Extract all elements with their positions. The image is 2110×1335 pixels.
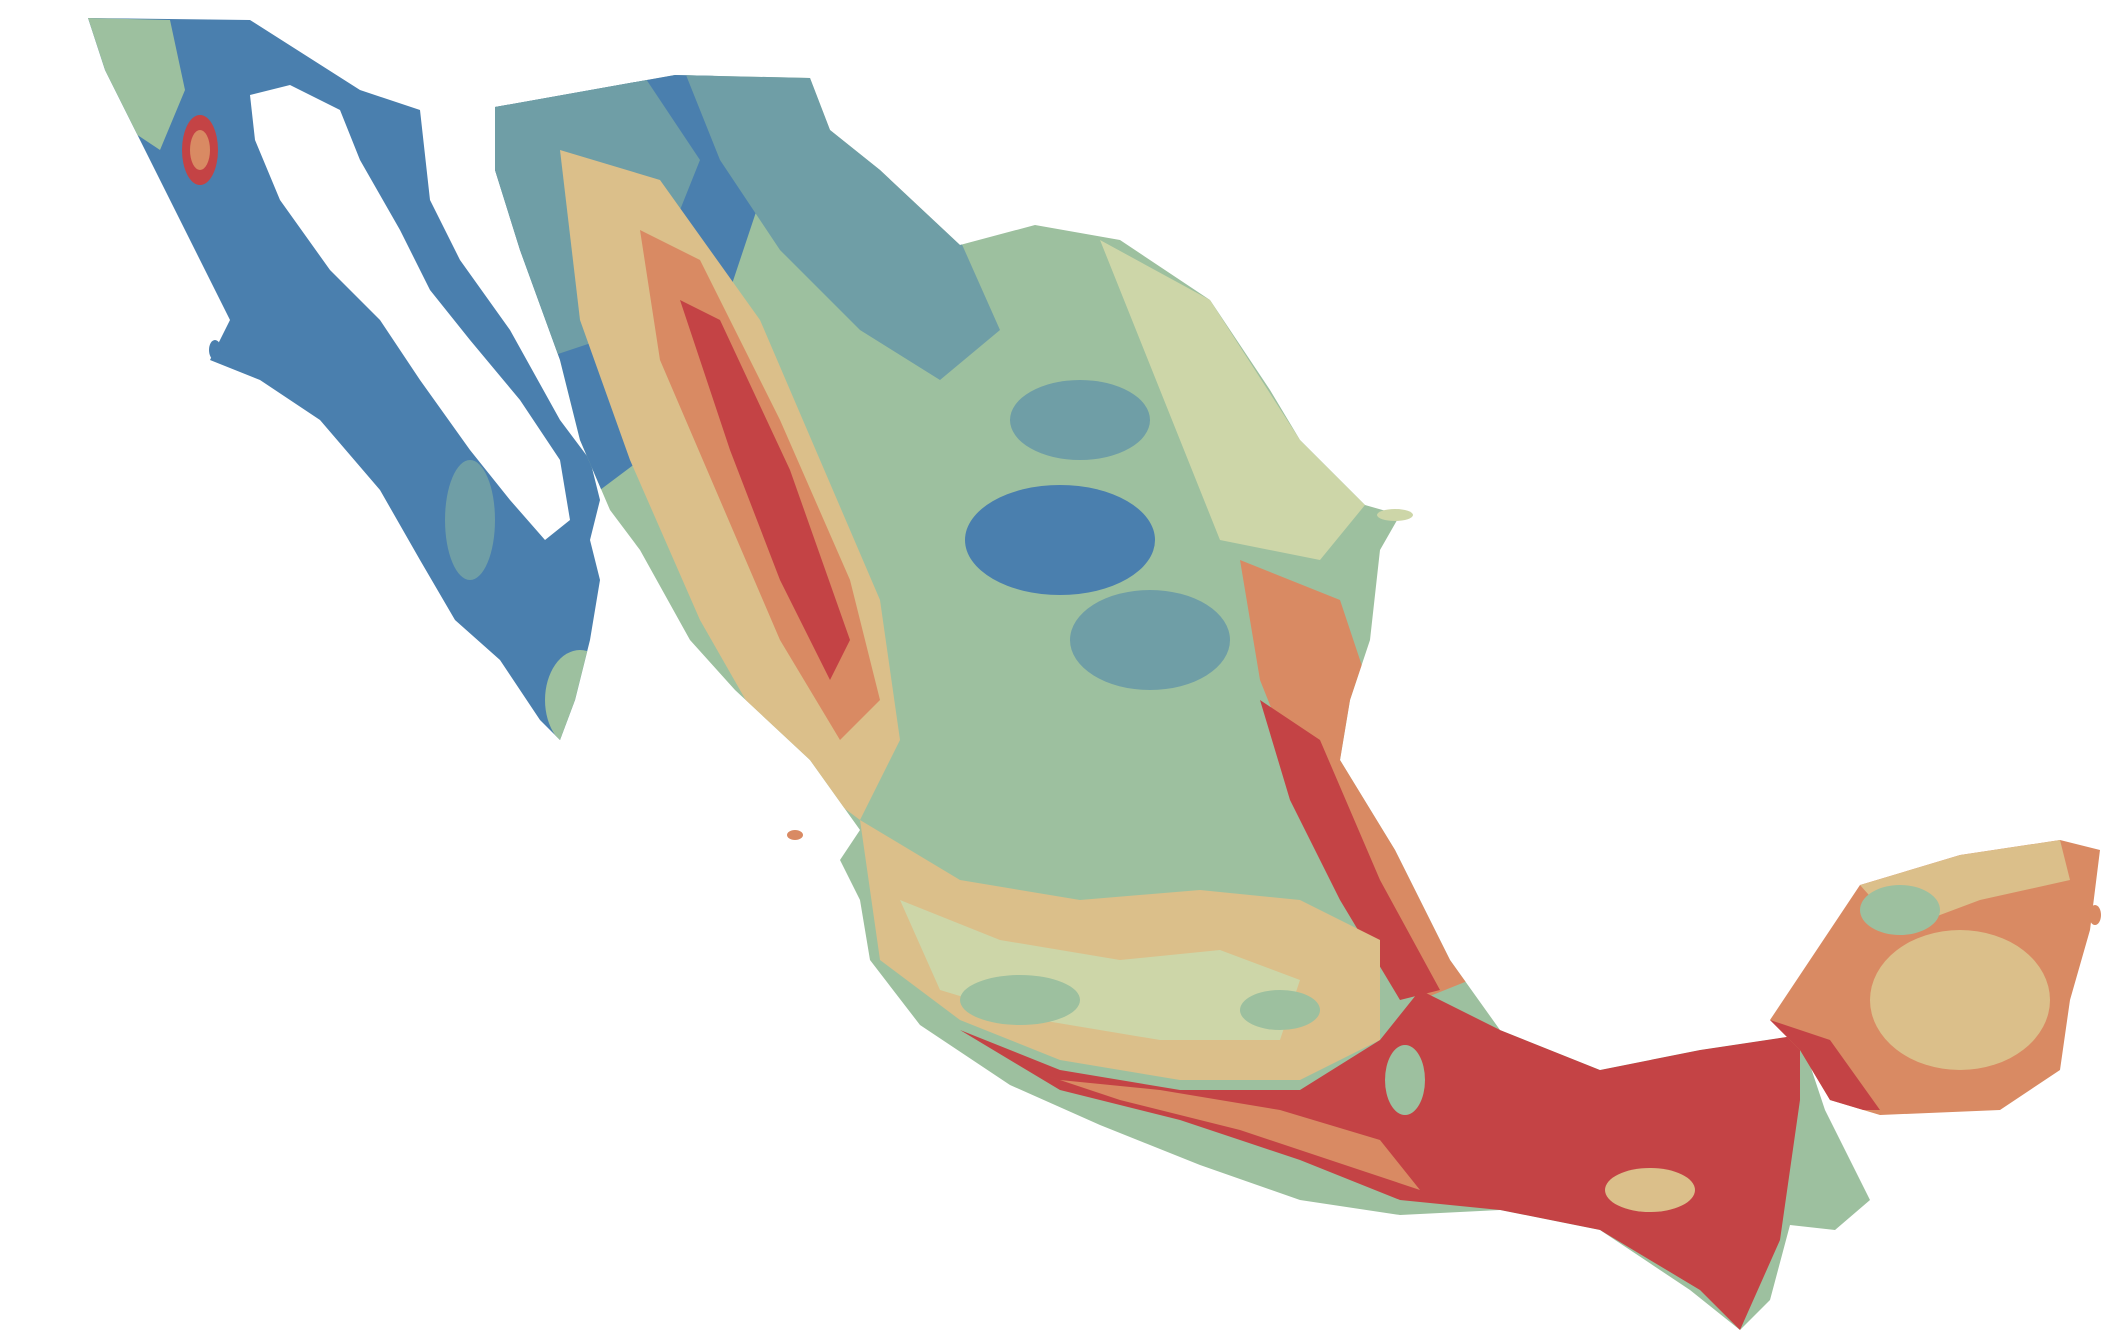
island — [1377, 509, 1413, 521]
island — [2089, 905, 2101, 925]
island — [209, 340, 221, 360]
island — [787, 830, 803, 840]
mainland-region — [400, 0, 1900, 1335]
